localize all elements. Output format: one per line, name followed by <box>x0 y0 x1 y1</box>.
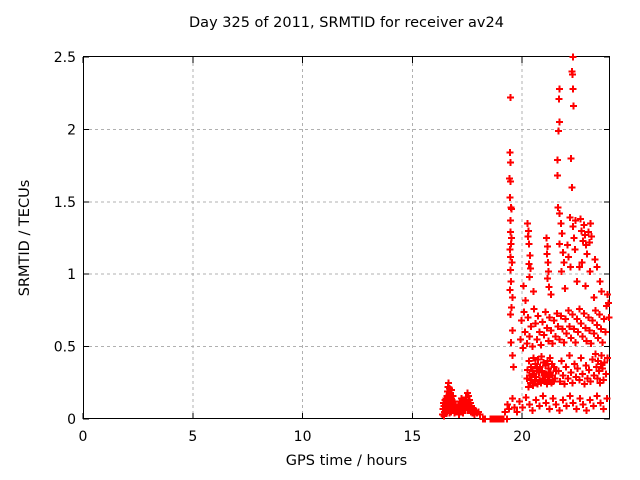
x-tick-label: 5 <box>188 429 197 445</box>
x-tick-label: 15 <box>403 429 421 445</box>
chart-title: Day 325 of 2011, SRMTID for receiver av2… <box>189 15 504 31</box>
x-tick-label: 10 <box>294 429 312 445</box>
y-tick-label: 2 <box>67 122 76 138</box>
x-tick-label: 20 <box>513 429 531 445</box>
y-tick-label: 0 <box>67 412 76 428</box>
grid-lines <box>83 57 610 419</box>
plot-border <box>83 56 610 419</box>
x-axis-label: GPS time / hours <box>285 453 408 469</box>
y-tick-label: 1 <box>67 267 76 283</box>
tick-marks <box>82 56 610 420</box>
y-tick-label: 1.5 <box>54 195 76 211</box>
x-tick-label: 0 <box>79 429 88 445</box>
y-tick-label: 0.5 <box>54 340 76 356</box>
scatter-points <box>439 53 613 423</box>
y-tick-label: 2.5 <box>54 50 76 66</box>
